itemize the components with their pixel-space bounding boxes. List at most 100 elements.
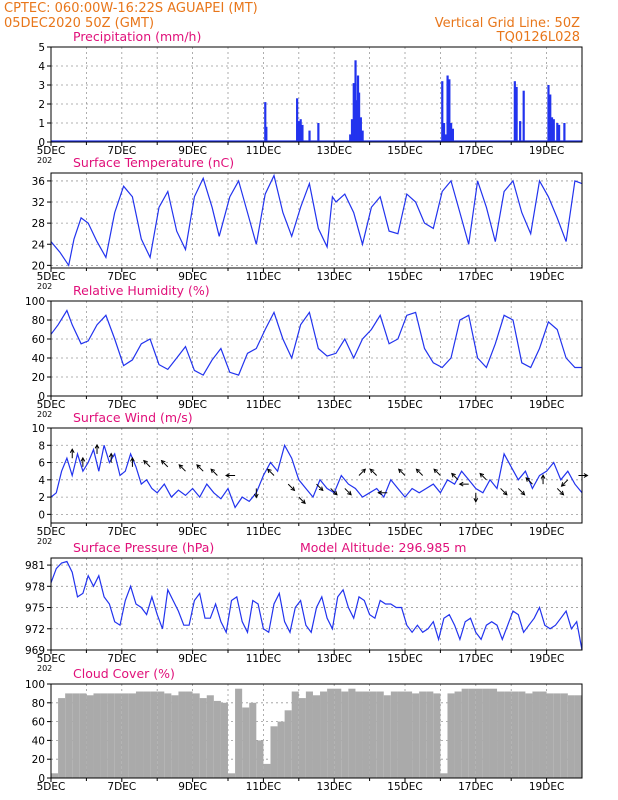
wind-arrow-shaft [416,468,424,476]
cloud-bar [220,702,228,778]
x-tick-label: 17DEC [458,399,493,411]
precip-bar [448,79,451,142]
cloud-bar [157,691,165,778]
y-tick-label: 1 [38,118,45,130]
wind-arrow-shaft [479,473,487,481]
pressure-title: Surface Pressure (hPa) [73,540,214,555]
y-tick-label: 2 [38,99,45,111]
cloud-bar [58,698,66,778]
panel-pressure: Surface Pressure (hPa) Model Altitude: 29… [25,540,583,673]
wind-arrow-head [69,448,75,453]
cloud-bar [270,726,278,778]
wind-arrow [556,488,565,496]
y-tick-label: 20 [32,754,45,766]
wind-arrow-shaft [298,496,306,504]
x-tick-label: 11DEC [246,145,281,157]
x-tick-label: 13DEC [316,526,351,538]
y-tick-label: 4 [38,475,45,487]
y-tick-label: 3 [38,80,45,92]
y-tick-label: 100 [25,296,45,308]
y-tick-label: 36 [32,176,46,188]
x-tick-label: 7DEC [107,399,136,411]
y-tick-label: 8 [38,440,45,452]
precip-bar [513,81,516,142]
wind-arrow-head [253,493,259,499]
cloud-bar [213,700,221,778]
cloud-bar [376,691,384,778]
wind-arrow-head [451,472,456,478]
y-tick-label: 4 [38,61,45,73]
wind-arrow [369,468,378,476]
wind-arrow [451,472,459,481]
y-tick-label: 80 [32,315,45,327]
run-date: 05DEC2020 50Z (GMT) [4,16,154,31]
cloud-bar [178,691,186,778]
cloud-bar [525,693,533,778]
wind-arrow-shaft [344,488,352,496]
wind-arrow-shaft [267,468,275,476]
cloud-bar [454,691,462,778]
cloud-bar [475,688,483,778]
wind-line [50,443,583,509]
cloud-bar [320,691,328,778]
wind-arrow-shaft [196,464,204,472]
rh-title: Relative Humidity (%) [73,283,210,298]
precip-bar [442,123,446,142]
x-tick-label: 11DEC [246,781,281,793]
cloud-bar [65,693,73,778]
model-id: TQ0126L028 [496,30,580,45]
y-tick-label: 60 [32,334,45,346]
wind-arrow [316,483,324,492]
cloud-bar [553,693,561,778]
wind-arrow-shaft [178,464,186,472]
wind-arrow [130,456,135,467]
y-tick-label: 5 [38,42,45,54]
x-tick-label: 9DEC [178,399,207,411]
wind-arrow [210,468,218,476]
y-tick-label: 100 [25,679,45,691]
y-tick-label: 972 [25,624,45,636]
x-tick-label: 15DEC [387,145,422,157]
y-tick-label: 32 [32,197,45,209]
x-tick-label: 9DEC [178,653,207,665]
x-tick-label: 15DEC [387,653,422,665]
wind-arrow-head [318,486,324,492]
wind-arrow-head [130,456,135,462]
x-tick-label: 9DEC [178,271,207,283]
precip-bar [361,130,364,142]
x-tick-label: 17DEC [458,653,493,665]
cloud-bar [312,695,321,778]
wind-arrow-head [332,490,338,496]
wind-arrow [80,456,86,467]
cloud-bar [482,688,490,778]
wind-arrow [540,474,546,485]
wind-arrow [253,488,259,499]
cloud-bar [242,707,250,778]
cloud-bar [383,695,391,778]
precip-bar [563,123,566,142]
x-tick-label: 7DEC [107,781,136,793]
panel-rh: Relative Humidity (%) 0 20 40 60 80 100 5DEC 7DE… [25,283,583,419]
wind-arrow [344,488,352,496]
wind-arrow-shaft [500,488,508,496]
cloud-bar [518,691,526,778]
wind-frame [50,427,583,524]
y-tick-label: 24 [32,239,46,251]
cloud-bar [284,710,292,778]
wind-arrow-shaft [287,483,295,491]
cloud-bar [199,698,207,778]
wind-arrow [69,448,75,459]
year-fragment: 202 [37,664,52,673]
x-tick-label: 17DEC [458,271,493,283]
x-tick-label: 11DEC [246,653,281,665]
precip-bar [550,117,554,142]
x-tick-label: 11DEC [246,271,281,283]
precip-bar [350,119,354,142]
wind-arrow [108,452,114,463]
precip-bar [552,119,555,142]
cloud-bar [86,695,94,778]
x-tick-label: 15DEC [387,781,422,793]
y-tick-label: 981 [25,560,45,572]
cloud-bar [461,688,469,778]
